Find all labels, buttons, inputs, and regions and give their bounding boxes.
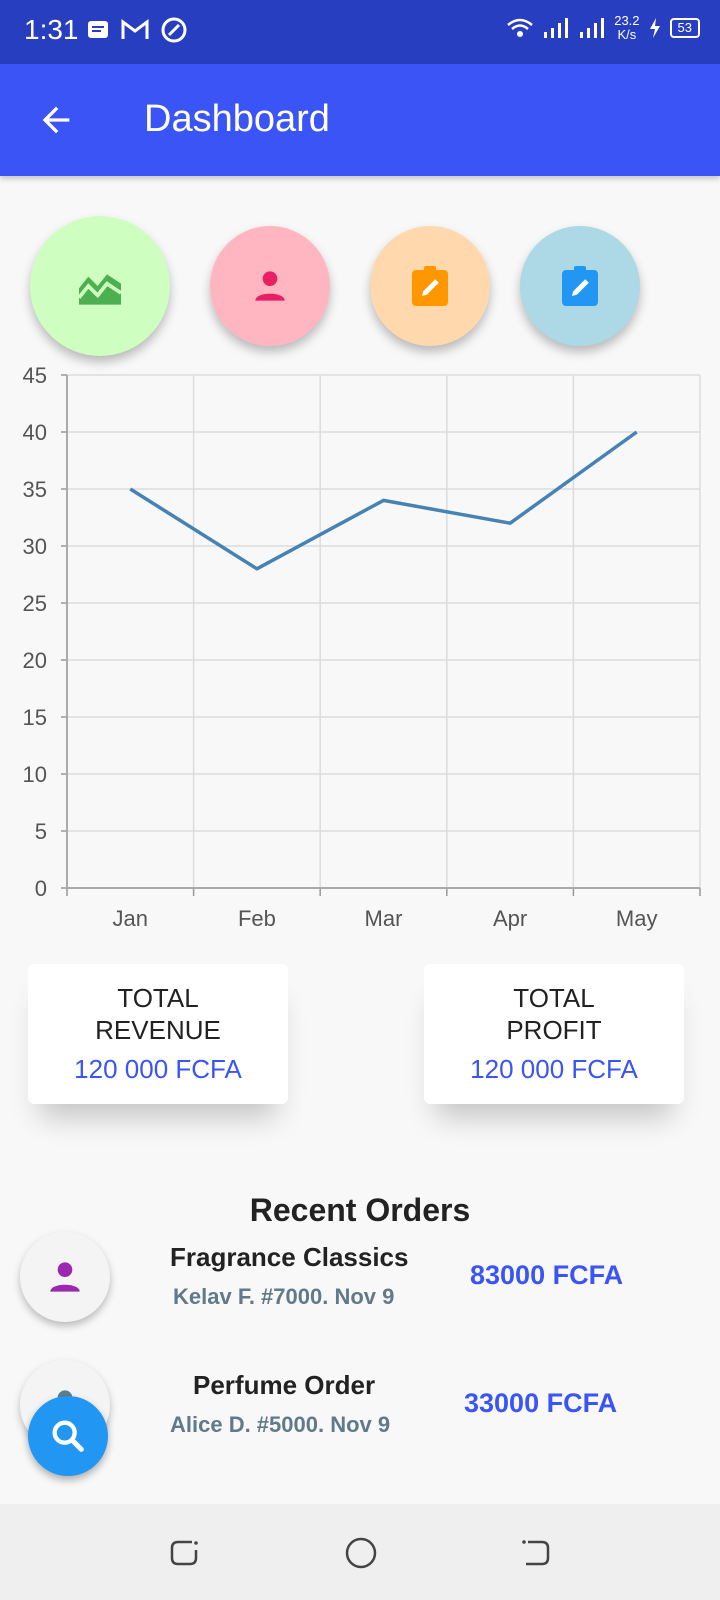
clipboard-edit-icon	[562, 266, 598, 306]
arrow-back-icon[interactable]	[36, 100, 76, 140]
total-revenue-value: 120 000 FCFA	[74, 1054, 242, 1084]
y-tick-label: 45	[23, 363, 47, 388]
home-icon[interactable]	[344, 1536, 378, 1570]
y-tick-label: 30	[23, 534, 47, 559]
total-profit-value: 120 000 FCFA	[470, 1054, 638, 1084]
gmail-icon	[121, 19, 149, 39]
wifi-icon	[507, 18, 534, 37]
order-details: Alice D. #5000. Nov 9	[170, 1412, 391, 1437]
sync-icon	[161, 17, 187, 43]
search-fab[interactable]	[28, 1396, 108, 1476]
order-name: Fragrance Classics	[170, 1242, 409, 1272]
system-nav-bar	[0, 1504, 720, 1600]
avatar	[20, 1232, 110, 1322]
search-icon	[52, 1420, 84, 1452]
order-row[interactable]: Perfume Order Alice D. #5000. Nov 9 3300…	[0, 1360, 720, 1460]
inventory-button[interactable]	[520, 226, 640, 346]
app-bar: Dashboard	[0, 64, 720, 176]
recents-icon[interactable]	[168, 1536, 200, 1568]
charging-icon	[649, 18, 660, 38]
signal-icon	[544, 18, 569, 38]
x-tick-label: Apr	[493, 906, 527, 931]
system-status: 23.2 K/s 53	[506, 14, 700, 42]
back-icon[interactable]	[520, 1536, 552, 1568]
notification-icons	[86, 16, 188, 44]
network-speed: 23.2 K/s	[614, 13, 640, 42]
recent-orders-title: Recent Orders	[249, 1192, 471, 1228]
total-revenue-card: TOTAL REVENUE 120 000 FCFA	[28, 964, 288, 1104]
status-bar: 1:31 23.2 K/s 53	[0, 0, 720, 64]
page-title: Dashboard	[144, 98, 330, 140]
y-tick-label: 15	[23, 705, 47, 730]
signal-icon	[580, 18, 605, 38]
person-icon	[50, 1262, 80, 1292]
series-line	[129, 430, 638, 571]
x-tick-label: Mar	[365, 906, 403, 931]
analytics-button[interactable]	[30, 216, 170, 356]
order-amount: 83000 FCFA	[470, 1260, 624, 1290]
y-tick-label: 25	[23, 591, 47, 616]
total-revenue-label: TOTAL REVENUE	[95, 983, 221, 1045]
order-row[interactable]: Fragrance Classics Kelav F. #7000. Nov 9…	[0, 1232, 720, 1332]
y-tick-label: 40	[23, 420, 47, 445]
orders-button[interactable]	[370, 226, 490, 346]
y-tick-label: 0	[35, 876, 47, 901]
y-tick-label: 5	[35, 819, 47, 844]
x-tick-label: Jan	[113, 906, 148, 931]
x-tick-label: Feb	[238, 906, 276, 931]
chart-icon	[77, 274, 123, 305]
status-time: 1:31	[24, 14, 79, 45]
y-tick-label: 35	[23, 477, 47, 502]
clipboard-edit-icon	[412, 266, 448, 306]
order-name: Perfume Order	[193, 1370, 376, 1400]
order-details: Kelav F. #7000. Nov 9	[173, 1284, 395, 1309]
total-profit-label: TOTAL PROFIT	[506, 983, 602, 1045]
customers-button[interactable]	[210, 226, 330, 346]
x-tick-label: May	[616, 906, 658, 931]
order-amount: 33000 FCFA	[464, 1388, 618, 1418]
sales-line-chart: 0 5 10 15 20 25 30 35 40 45 Jan Feb Mar Apr May	[23, 363, 701, 931]
message-icon	[88, 21, 108, 38]
person-icon	[255, 271, 285, 301]
y-tick-label: 20	[23, 648, 47, 673]
y-tick-label: 10	[23, 762, 47, 787]
total-profit-card: TOTAL PROFIT 120 000 FCFA	[424, 964, 684, 1104]
battery-indicator: 53	[669, 18, 700, 38]
